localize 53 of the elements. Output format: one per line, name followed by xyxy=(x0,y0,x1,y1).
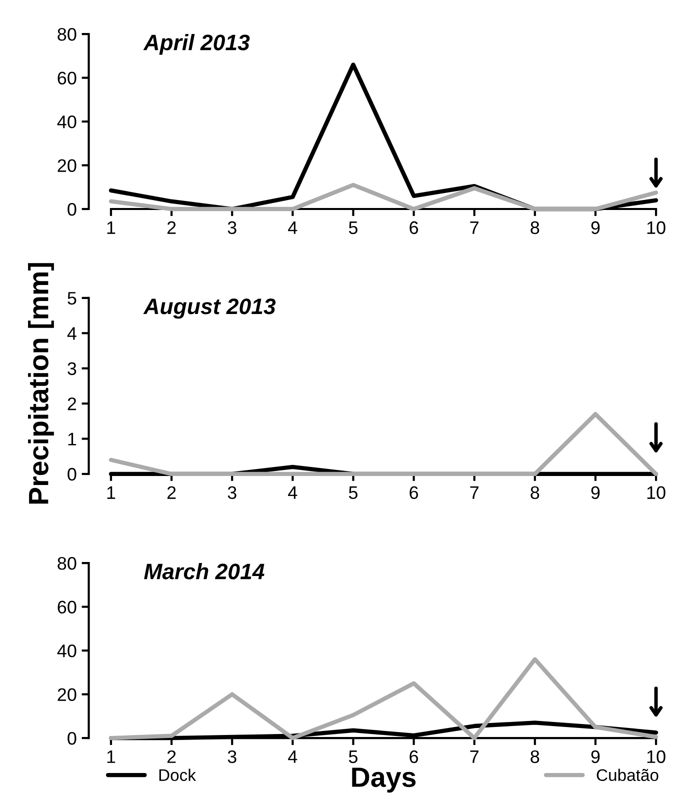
y-tick-label: 0 xyxy=(68,202,76,216)
y-tick-label: 4 xyxy=(67,327,76,340)
chart-title: August 2013 xyxy=(143,298,276,319)
x-tick-label: 6 xyxy=(410,221,418,234)
x-axis-title: Days xyxy=(352,768,416,793)
x-tick-label: 9 xyxy=(591,221,600,234)
y-tick-label: 40 xyxy=(57,644,76,658)
x-tick-label: 5 xyxy=(348,221,358,234)
legend-label: Cubatão xyxy=(596,768,658,782)
x-tick-label: 9 xyxy=(591,486,600,500)
x-tick-label: 1 xyxy=(107,221,116,234)
x-tick-label: 5 xyxy=(348,750,358,764)
x-tick-label: 2 xyxy=(167,221,176,234)
x-tick-label: 6 xyxy=(410,750,418,764)
x-tick-label: 1 xyxy=(107,750,116,763)
y-tick-label: 2 xyxy=(68,397,76,410)
x-tick-label: 10 xyxy=(647,750,666,764)
x-tick-label: 8 xyxy=(530,486,540,500)
x-tick-label: 2 xyxy=(167,750,176,763)
x-tick-label: 6 xyxy=(410,486,418,500)
y-tick-label: 80 xyxy=(58,556,76,570)
x-tick-label: 7 xyxy=(470,221,478,234)
x-tick-label: 8 xyxy=(530,750,540,764)
y-tick-label: 80 xyxy=(58,28,76,41)
x-tick-label: 10 xyxy=(647,221,666,234)
y-tick-label: 20 xyxy=(58,688,76,702)
x-tick-label: 8 xyxy=(530,221,540,234)
chart-title: March 2014 xyxy=(144,563,264,580)
x-tick-label: 9 xyxy=(591,750,600,764)
y-tick-label: 5 xyxy=(68,292,76,305)
y-tick-label: 40 xyxy=(57,115,76,128)
chart-title: April 2013 xyxy=(143,34,250,55)
y-tick-label: 1 xyxy=(68,432,76,446)
y-tick-label: 60 xyxy=(58,72,76,85)
y-tick-label: 20 xyxy=(58,159,76,172)
y-axis-title: Precipitation [mm] xyxy=(28,263,54,504)
x-tick-label: 3 xyxy=(228,486,236,500)
y-tick-label: 60 xyxy=(58,600,76,614)
x-tick-label: 5 xyxy=(348,486,358,500)
x-tick-label: 4 xyxy=(288,750,298,763)
x-tick-label: 7 xyxy=(470,750,478,763)
x-tick-label: 1 xyxy=(107,486,116,499)
x-tick-label: 3 xyxy=(228,221,236,234)
y-tick-label: 3 xyxy=(68,362,76,376)
x-tick-label: 4 xyxy=(288,486,298,499)
x-tick-label: 10 xyxy=(647,486,666,500)
x-tick-label: 2 xyxy=(167,486,176,499)
x-tick-label: 7 xyxy=(470,486,478,499)
x-tick-label: 3 xyxy=(228,750,236,764)
y-tick-label: 0 xyxy=(68,732,76,745)
legend-label: Dock xyxy=(159,768,196,782)
y-tick-label: 0 xyxy=(68,468,76,481)
x-tick-label: 4 xyxy=(288,221,298,234)
